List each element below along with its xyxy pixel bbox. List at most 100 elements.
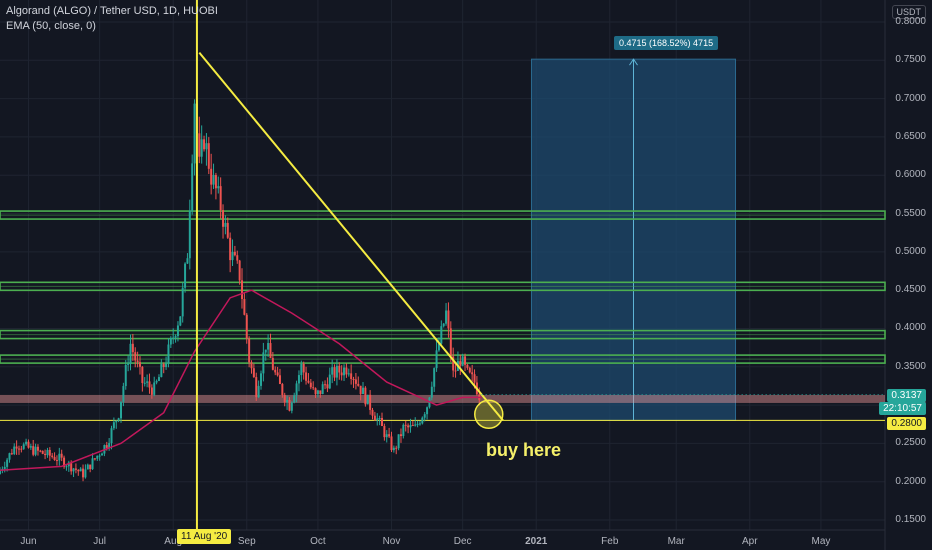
crosshair-date-badge: 11 Aug '20 — [177, 529, 232, 544]
x-tick-label: Dec — [453, 536, 472, 547]
candle-body — [172, 337, 175, 339]
candle-body — [255, 377, 258, 398]
candle-body — [252, 368, 255, 378]
candle-body — [314, 388, 317, 395]
candle-body — [286, 400, 289, 403]
candle-body — [120, 401, 123, 419]
candle-body — [131, 343, 134, 353]
candle-body — [473, 374, 476, 383]
candle-body — [60, 453, 63, 458]
candle-body — [262, 352, 265, 374]
candle-body — [243, 299, 246, 315]
candle-body — [297, 375, 300, 384]
candle-body — [222, 210, 225, 227]
candle-body — [392, 447, 395, 451]
candle-body — [343, 367, 346, 376]
candle-body — [179, 316, 182, 326]
candle-body — [32, 446, 35, 455]
chart-legend: Algorand (ALGO) / Tether USD, 1D, HUOBI … — [6, 4, 218, 34]
candle-body — [437, 343, 440, 351]
candle-body — [312, 387, 315, 389]
candle-body — [153, 382, 156, 395]
y-tick-label: 0.6500 — [895, 130, 926, 142]
x-tick-label: Aug — [164, 536, 183, 547]
currency-unit-badge[interactable]: USDT — [891, 5, 926, 19]
candle-body — [134, 352, 137, 361]
candle-body — [383, 426, 386, 438]
candle-body — [27, 441, 30, 448]
candle-body — [160, 364, 163, 378]
candle-body — [390, 436, 393, 451]
candle-body — [366, 394, 369, 405]
candle-body — [8, 453, 11, 460]
candle-body — [302, 364, 305, 373]
candle-body — [278, 375, 281, 384]
candle-body — [426, 407, 429, 415]
candle-body — [34, 446, 37, 455]
candle-body — [101, 453, 104, 456]
candle-body — [395, 447, 398, 449]
candle-body — [148, 381, 151, 388]
candle-body — [414, 424, 417, 426]
candle-body — [305, 372, 308, 381]
candle-body — [293, 395, 296, 403]
candle-body — [335, 365, 338, 378]
candle-body — [350, 373, 353, 380]
candle-body — [22, 444, 25, 449]
candle-body — [184, 263, 187, 288]
buy-circle — [474, 399, 504, 430]
candle-body — [362, 387, 365, 395]
x-tick-label: 2021 — [525, 536, 548, 547]
candle-body — [3, 466, 6, 469]
candle-body — [378, 417, 381, 419]
candle-body — [421, 417, 424, 424]
candle-body — [380, 417, 383, 427]
candle-body — [331, 367, 334, 375]
candle-body — [167, 344, 170, 364]
candle-body — [150, 387, 153, 395]
candle-body — [174, 336, 177, 338]
candle-body — [373, 415, 376, 421]
candle-body — [176, 325, 179, 337]
candle-body — [127, 363, 130, 365]
candle-body — [307, 380, 310, 383]
candle-body — [115, 420, 118, 423]
candle-body — [117, 418, 120, 421]
target-arrow-head — [629, 58, 638, 66]
candle-body — [98, 455, 101, 457]
candle-body — [25, 441, 28, 445]
y-tick-label: 0.6000 — [895, 169, 926, 181]
candle-body — [229, 237, 232, 261]
candle-body — [452, 356, 455, 371]
candle-body — [48, 449, 51, 456]
candle-body — [274, 369, 277, 373]
candle-body — [295, 383, 298, 396]
candle-body — [51, 455, 54, 457]
y-tick-label: 0.8000 — [895, 16, 926, 27]
candle-body — [141, 366, 144, 383]
candle-body — [347, 373, 350, 375]
candle-body — [191, 163, 194, 211]
candle-body — [79, 468, 82, 472]
candle-body — [231, 251, 234, 261]
candle-body — [44, 453, 47, 456]
candle-body — [169, 338, 172, 345]
candle-body — [241, 280, 244, 300]
candle-body — [17, 448, 20, 450]
candle-body — [359, 385, 362, 395]
candle-body — [70, 462, 73, 472]
candle-body — [143, 382, 146, 384]
x-tick-label: Oct — [310, 536, 326, 547]
candle-body — [39, 450, 42, 452]
candle-body — [319, 390, 322, 395]
candle-body — [464, 356, 467, 365]
candle-body — [86, 464, 89, 470]
candle-body — [124, 364, 127, 387]
candle-body — [136, 360, 139, 363]
candle-body — [364, 387, 367, 405]
candle-body — [210, 168, 213, 185]
candle-body — [224, 222, 227, 227]
candle-body — [198, 133, 201, 157]
bar-countdown-tag: 22:10:57 — [879, 402, 926, 415]
